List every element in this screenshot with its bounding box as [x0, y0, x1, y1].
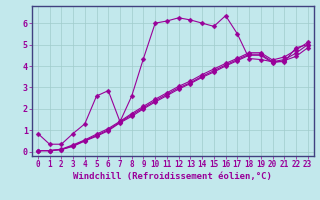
X-axis label: Windchill (Refroidissement éolien,°C): Windchill (Refroidissement éolien,°C) — [73, 172, 272, 181]
